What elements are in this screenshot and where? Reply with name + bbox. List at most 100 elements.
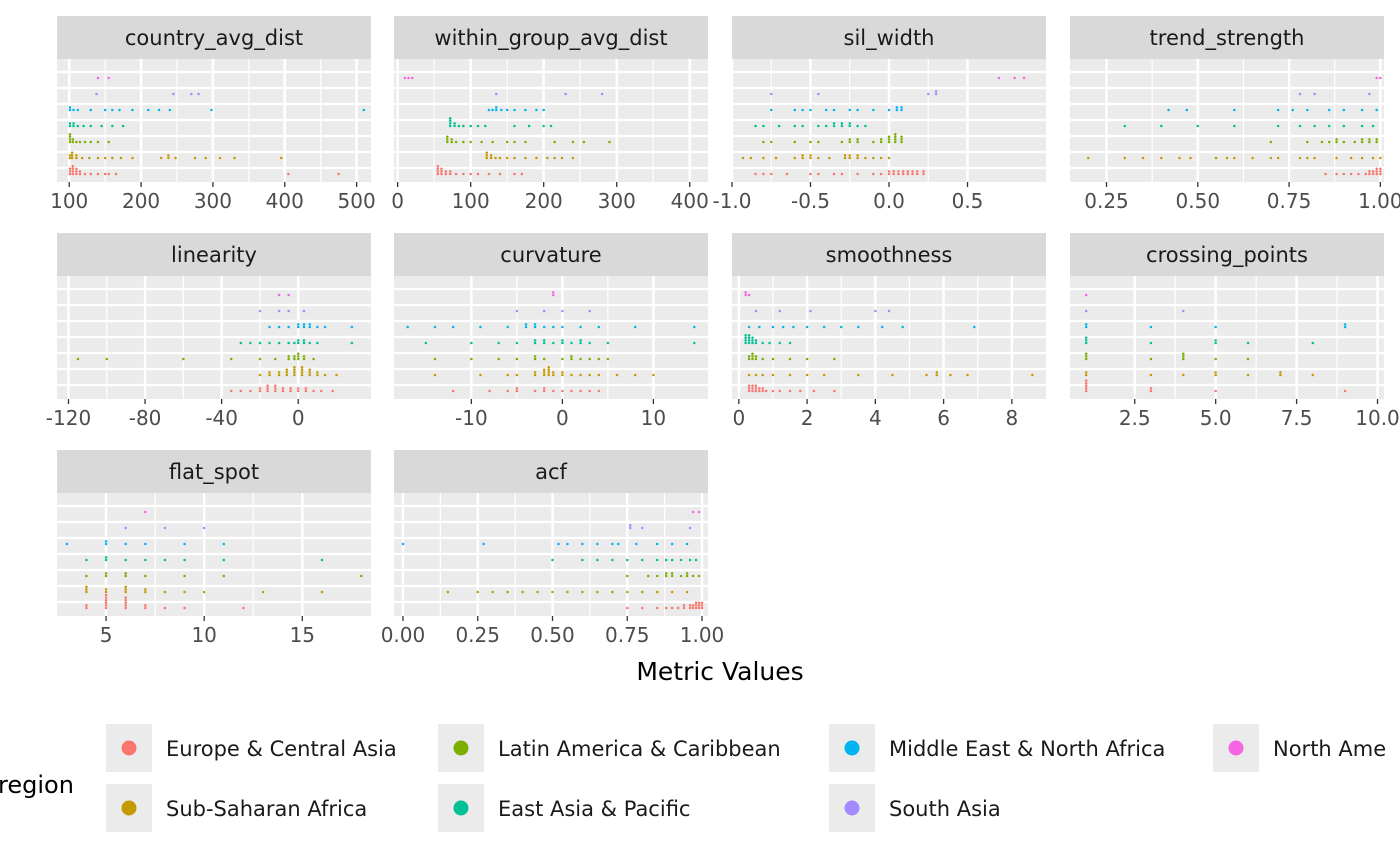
data-point [68,132,72,136]
data-point [436,164,440,168]
data-point [174,156,177,160]
data-point [68,108,72,112]
data-point [469,124,472,128]
data-point [788,357,792,361]
data-point [274,357,277,361]
x-tick-label: 0.0 [873,189,905,213]
data-point [670,572,674,575]
data-point [1306,108,1309,112]
data-point [533,323,537,326]
data-point [747,355,751,358]
data-point [856,140,859,144]
data-point [454,140,458,144]
data-point [506,325,510,329]
data-point [1160,124,1163,128]
facet-flat-spot: flat_spot 5 10 15 [57,450,371,647]
facet-country-avg-dist: country_avg_dist 100 200 300 400 500 [50,16,376,213]
data-point [1306,140,1309,144]
data-point [453,124,456,128]
data-point [433,357,437,361]
data-point [533,357,537,361]
data-point [527,124,531,128]
data-point [268,325,271,329]
data-point [293,368,296,372]
data-point [892,170,895,173]
legend-swatch [453,740,469,756]
data-point [805,357,809,361]
data-point [96,76,100,80]
data-point [843,156,847,160]
data-point [640,558,644,562]
data-point [1306,156,1309,160]
data-point [1311,373,1315,377]
data-point [1084,293,1088,297]
data-point [131,156,134,160]
data-point [323,325,327,329]
data-point [1357,172,1360,176]
data-point [293,365,296,369]
data-point [626,590,629,594]
data-point [633,325,637,329]
data-point [694,601,698,605]
data-point [476,172,480,176]
data-point [107,76,110,80]
data-point [462,140,465,144]
data-point [817,124,820,128]
data-point [848,156,851,160]
data-point [579,389,582,393]
data-point [359,574,363,578]
x-tick-label: -80 [129,406,162,430]
data-point [1084,381,1088,385]
data-point [542,389,546,393]
data-point [1360,124,1364,128]
facet-strip-label: curvature [500,243,601,267]
data-point [856,154,859,157]
data-point [561,389,564,393]
data-point [1335,172,1338,176]
data-point [124,526,127,530]
data-point [1349,156,1353,160]
data-point [293,341,296,345]
data-point [617,542,620,546]
data-point [1368,170,1371,173]
data-point [793,140,797,144]
x-tick-label: 0.25 [455,623,500,647]
data-point [670,606,674,610]
data-point [249,341,252,345]
data-point [144,574,147,578]
data-point [1225,156,1229,160]
data-point [1123,156,1127,160]
data-point [1185,108,1189,112]
data-point [78,170,82,173]
data-point [451,389,455,393]
data-point [552,291,555,294]
legend-swatch [1228,740,1244,756]
data-point [316,341,319,345]
data-point [450,138,453,141]
data-point [462,124,465,128]
data-point [513,156,516,160]
data-point [754,355,758,358]
data-point [104,601,108,605]
data-point [111,156,114,160]
data-point [911,170,914,173]
data-point [68,106,72,109]
data-point [524,325,528,329]
data-point [856,108,859,112]
data-point [566,542,569,546]
data-point [762,156,765,160]
data-point [788,389,792,393]
data-point [401,542,405,546]
data-point [159,156,163,160]
data-point [331,389,334,393]
data-point [761,357,764,361]
data-point [100,124,103,128]
data-point [547,371,550,374]
x-tick-label: 5.0 [1200,406,1232,430]
data-point [856,156,859,160]
data-point [411,76,414,80]
data-point [104,590,108,594]
legend-label: Latin America & Caribbean [498,737,781,761]
data-point [1214,341,1217,345]
data-point [561,371,564,374]
